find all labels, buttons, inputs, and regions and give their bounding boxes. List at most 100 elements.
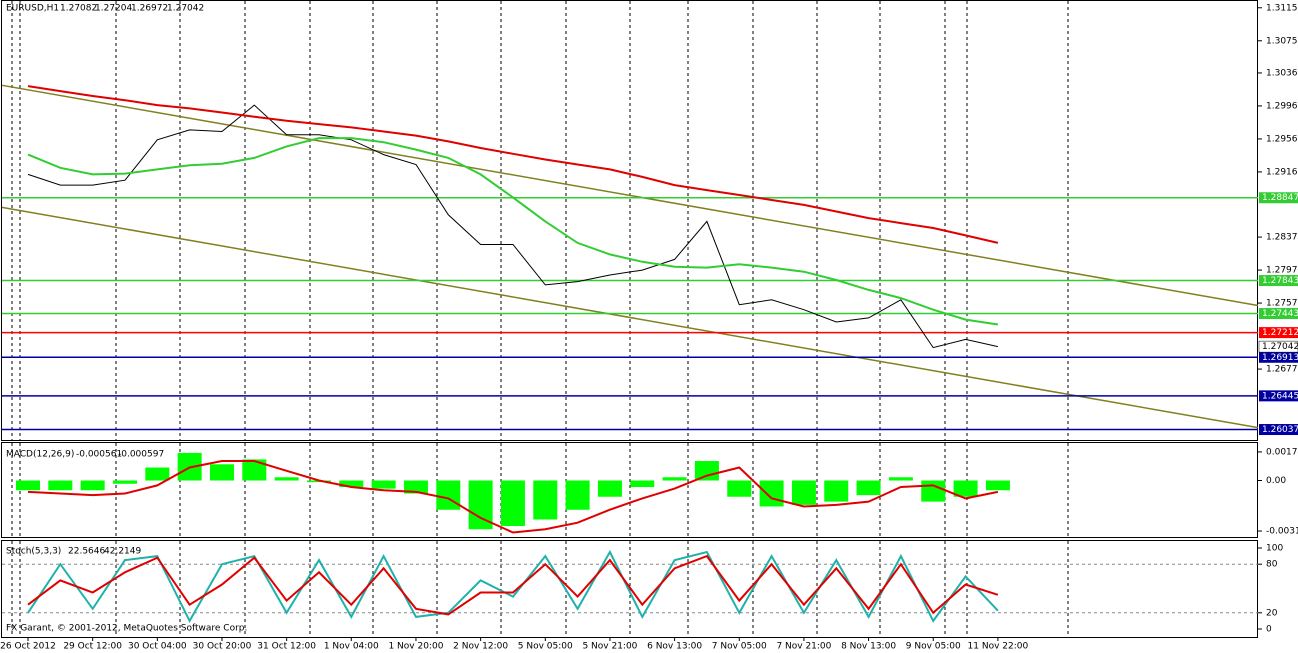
price-level-box [1259, 308, 1298, 320]
price-level-box [1259, 192, 1298, 204]
macd-bar [630, 480, 655, 488]
macd-bar [339, 480, 364, 488]
series-line [27, 549, 999, 624]
macd-bar [274, 477, 299, 481]
x-tick-label: 9 Nov 05:00 [906, 642, 961, 652]
current-price-box [1258, 340, 1298, 353]
y-tick-label: 1.29960 [1266, 101, 1298, 111]
stoch-readout: 22.5646 [68, 547, 105, 557]
x-tick-label: 5 Nov 21:00 [582, 642, 637, 652]
x-tick-label: 8 Nov 13:00 [841, 642, 896, 652]
x-tick-label: 2 Nov 12:00 [453, 642, 508, 652]
x-tick-label: 30 Oct 20:00 [193, 642, 252, 652]
price-level-box [1259, 327, 1298, 339]
y-tick-label: 0.00176 [1266, 447, 1298, 457]
x-tick-label: 11 Nov 22:00 [968, 642, 1029, 652]
macd-bar [16, 480, 40, 491]
macd-bar [597, 480, 622, 497]
stoch-readout: 42.2149 [104, 547, 141, 557]
series-line [27, 554, 999, 616]
macd-bar [953, 480, 978, 497]
price-level-box [1259, 424, 1298, 436]
ohlc-low: 1.26972 [131, 4, 168, 14]
macd-bar [856, 480, 881, 496]
macd-bar [533, 480, 558, 520]
macd-readout: -0.000561 [76, 450, 122, 460]
y-tick-label: 1.27570 [1266, 299, 1298, 309]
series-line [27, 460, 999, 534]
price-level-label: 1.27843 [1262, 276, 1298, 286]
price-level-label: 1.27212 [1262, 328, 1298, 338]
macd-bar [403, 480, 428, 494]
x-tick-label: 29 Oct 12:00 [63, 642, 122, 652]
ohlc-high: 1.27204 [95, 4, 132, 14]
y-tick-label: 20 [1266, 608, 1278, 618]
x-tick-label: 30 Oct 04:00 [128, 642, 187, 652]
stoch-label: Stoch(5,3,3) [6, 547, 61, 557]
ohlc-close: 1.27042 [167, 4, 204, 14]
y-tick-label: 100 [1266, 544, 1283, 554]
macd-bar [694, 461, 719, 481]
macd-bar [565, 480, 590, 510]
y-tick-label: 0.00 [1266, 476, 1286, 486]
stoch-panel [1, 540, 1258, 638]
price-level-box [1259, 275, 1298, 287]
y-tick-label: 1.31150 [1266, 3, 1298, 13]
macd-bar [727, 480, 752, 497]
macd-bar [48, 480, 73, 491]
current-price-label: 1.27042 [1262, 342, 1298, 352]
trendline [1, 206, 1259, 429]
macd-label: MACD(12,26,9) [6, 450, 74, 460]
x-tick-label: 26 Oct 2012 [0, 642, 56, 652]
x-tick-label: 5 Nov 05:00 [518, 642, 573, 652]
macd-bar [145, 467, 170, 481]
x-tick-label: 1 Nov 04:00 [324, 642, 379, 652]
macd-bar [500, 480, 525, 526]
series-line [27, 137, 999, 326]
main-panel [1, 0, 1258, 441]
y-tick-label: 80 [1266, 560, 1278, 570]
x-tick-label: 6 Nov 13:00 [647, 642, 702, 652]
symbol-title: EURUSD,H1 [6, 4, 59, 14]
macd-bar [791, 480, 816, 505]
y-tick-label: 1.30750 [1266, 36, 1298, 46]
macd-bar [888, 477, 913, 481]
y-tick-label: 0 [1266, 625, 1272, 635]
macd-bar [824, 480, 849, 502]
copyright: FX Garant, © 2001-2012, MetaQuotes Softw… [6, 624, 247, 634]
y-tick-label: 1.29160 [1266, 167, 1298, 177]
macd-bar [371, 480, 396, 489]
period-separators [11, 1, 1069, 637]
price-level-label: 1.26913 [1262, 353, 1298, 363]
macd-bar [242, 459, 267, 481]
price-level-box [1259, 351, 1298, 363]
price-level-label: 1.28847 [1262, 193, 1298, 203]
macd-bar [759, 480, 784, 507]
series-line [27, 85, 999, 244]
price-level-label: 1.27443 [1262, 309, 1298, 319]
macd-bar [662, 477, 687, 481]
y-tick-label: 1.27970 [1266, 266, 1298, 276]
macd-bar [436, 480, 461, 510]
macd-panel [1, 442, 1258, 538]
y-tick-label: 1.26770 [1266, 365, 1298, 375]
y-tick-label: 1.30360 [1266, 68, 1298, 78]
macd-bar [921, 480, 946, 502]
macd-bar [112, 480, 137, 484]
x-tick-label: 7 Nov 21:00 [776, 642, 831, 652]
x-tick-label: 31 Oct 12:00 [257, 642, 316, 652]
price-level-label: 1.26445 [1262, 391, 1298, 401]
ohlc-open: 1.27082 [60, 4, 97, 14]
macd-bar [80, 480, 105, 491]
price-level-box [1259, 390, 1298, 402]
macd-bar [209, 464, 234, 481]
x-tick-label: 1 Nov 20:00 [388, 642, 443, 652]
y-tick-label: 1.29560 [1266, 134, 1298, 144]
trendline [1, 84, 1259, 307]
x-tick-label: 7 Nov 05:00 [712, 642, 767, 652]
y-tick-label: 1.28370 [1266, 233, 1298, 243]
price-level-label: 1.26037 [1262, 425, 1298, 435]
